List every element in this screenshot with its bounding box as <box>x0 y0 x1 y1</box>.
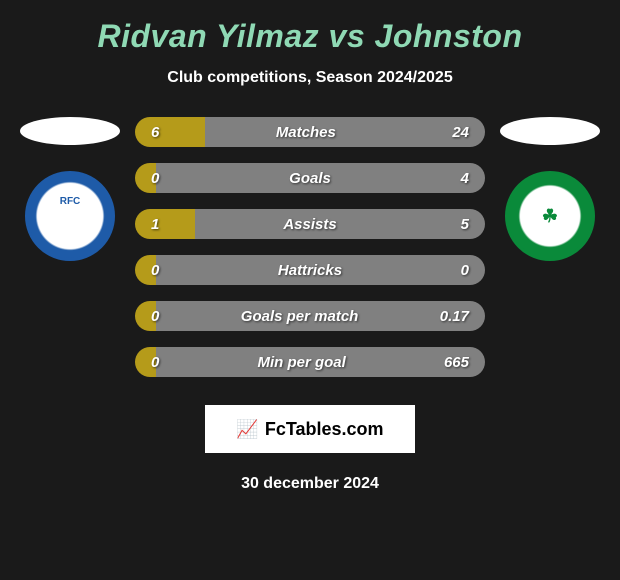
stat-bar-mpg: 0 Min per goal 665 <box>135 347 485 377</box>
stat-left-value: 0 <box>151 308 159 325</box>
stat-right-fill <box>205 117 485 147</box>
left-team-column: RFC <box>15 117 125 261</box>
stat-right-fill <box>195 209 486 239</box>
stat-left-value: 0 <box>151 354 159 371</box>
stat-left-value: 0 <box>151 262 159 279</box>
stat-bar-hattricks: 0 Hattricks 0 <box>135 255 485 285</box>
date-text: 30 december 2024 <box>0 475 620 493</box>
stat-bar-goals: 0 Goals 4 <box>135 163 485 193</box>
stats-column: 6 Matches 24 0 Goals 4 1 Assists <box>135 117 485 377</box>
stat-label: Min per goal <box>257 354 345 371</box>
stat-label: Matches <box>276 124 336 141</box>
stat-right-value: 0.17 <box>440 308 469 325</box>
stat-label: Hattricks <box>278 262 342 279</box>
title-vs: vs <box>329 18 366 54</box>
stat-right-value: 0 <box>461 262 469 279</box>
brand-logo-box: 📈 FcTables.com <box>205 405 415 453</box>
subtitle: Club competitions, Season 2024/2025 <box>0 69 620 87</box>
stat-right-value: 5 <box>461 216 469 233</box>
stat-bar-matches: 6 Matches 24 <box>135 117 485 147</box>
title-player2: Johnston <box>375 18 523 54</box>
right-team-column: ☘ <box>495 117 605 261</box>
stat-right-value: 4 <box>461 170 469 187</box>
main-row: RFC 6 Matches 24 0 Goals <box>0 117 620 377</box>
left-crest-text: RFC <box>50 196 90 236</box>
stat-left-fill <box>135 117 205 147</box>
title-player1: Ridvan Yilmaz <box>97 18 319 54</box>
stat-label: Assists <box>283 216 336 233</box>
stat-left-value: 6 <box>151 124 159 141</box>
comparison-infographic: Ridvan Yilmaz vs Johnston Club competiti… <box>0 0 620 580</box>
page-title: Ridvan Yilmaz vs Johnston <box>0 18 620 55</box>
stat-right-value: 665 <box>444 354 469 371</box>
stat-label: Goals per match <box>241 308 359 325</box>
right-crest-text: ☘ <box>531 197 569 235</box>
stat-bar-gpm: 0 Goals per match 0.17 <box>135 301 485 331</box>
stat-left-fill <box>135 209 195 239</box>
left-flag-oval <box>20 117 120 145</box>
stat-label: Goals <box>289 170 331 187</box>
right-team-crest: ☘ <box>505 171 595 261</box>
stat-right-value: 24 <box>452 124 469 141</box>
stat-bar-assists: 1 Assists 5 <box>135 209 485 239</box>
brand-text: FcTables.com <box>265 419 384 440</box>
chart-icon: 📈 <box>236 419 258 440</box>
stat-left-value: 0 <box>151 170 159 187</box>
stat-left-value: 1 <box>151 216 159 233</box>
left-team-crest: RFC <box>25 171 115 261</box>
right-flag-oval <box>500 117 600 145</box>
